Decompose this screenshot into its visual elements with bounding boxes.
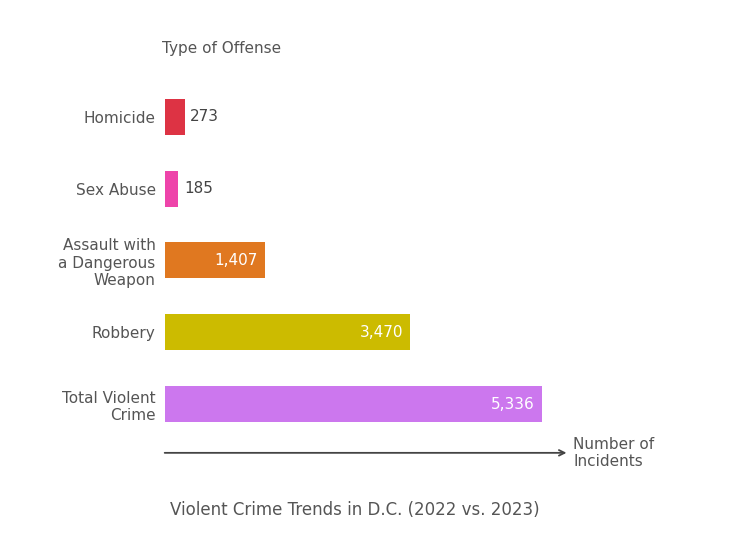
Text: 5,336: 5,336 bbox=[491, 397, 535, 412]
Bar bbox=[165, 386, 541, 422]
Text: 1,407: 1,407 bbox=[214, 253, 258, 268]
Bar bbox=[165, 314, 410, 350]
Bar bbox=[165, 243, 265, 278]
Bar bbox=[165, 171, 178, 207]
Text: Number of
Incidents: Number of Incidents bbox=[574, 437, 655, 469]
Text: Violent Crime Trends in D.C. (2022 vs. 2023): Violent Crime Trends in D.C. (2022 vs. 2… bbox=[170, 501, 540, 519]
Text: 185: 185 bbox=[184, 181, 213, 196]
Bar bbox=[165, 99, 185, 135]
Text: 273: 273 bbox=[190, 109, 220, 124]
Text: 3,470: 3,470 bbox=[359, 325, 403, 340]
Text: Type of Offense: Type of Offense bbox=[162, 40, 281, 56]
